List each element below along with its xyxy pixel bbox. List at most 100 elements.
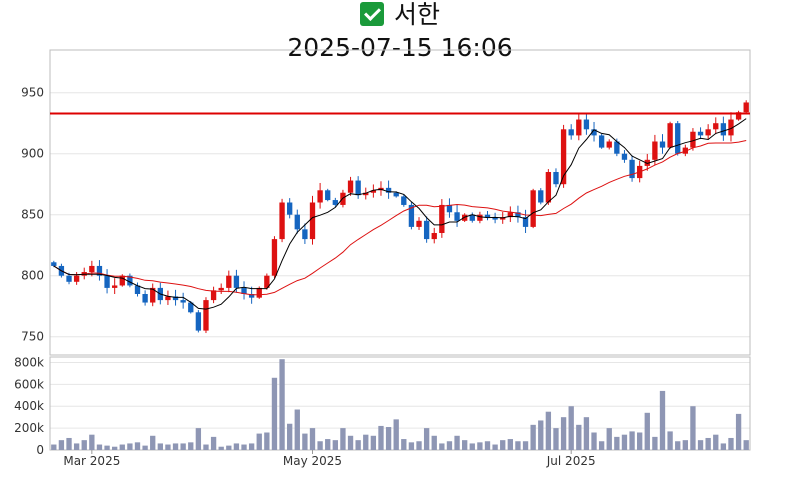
candle (568, 124, 574, 140)
candle-body (697, 131, 704, 136)
candle-body (370, 190, 377, 193)
candle (96, 260, 103, 281)
candle-body (393, 192, 399, 197)
candle (188, 301, 194, 314)
candle-body (515, 212, 521, 218)
candle-body (279, 202, 285, 240)
candle-body (583, 119, 590, 130)
price-tick-label: 950 (21, 86, 44, 100)
volume-bar (165, 444, 171, 450)
candle-body (142, 294, 148, 303)
stock-name: 서한 (393, 0, 440, 29)
candle (545, 169, 552, 205)
volume-bar (462, 440, 468, 450)
candle-body (614, 141, 620, 154)
volume-bar (423, 428, 430, 450)
volume-bar (713, 434, 719, 450)
candle-body (233, 275, 240, 288)
volume-bar (530, 424, 536, 450)
volume-bar (370, 435, 377, 450)
volume-bar (51, 444, 57, 450)
volume-bar (644, 412, 650, 450)
candle (507, 206, 513, 223)
volume-bar (332, 440, 338, 450)
candle-body (446, 204, 453, 213)
chart-title-stock-name: 서한 (0, 0, 800, 30)
volume-bar (119, 444, 125, 450)
volume-bar (81, 440, 87, 450)
volume-bar (705, 437, 711, 450)
volume-bar (180, 443, 186, 450)
candle-body (317, 190, 323, 203)
candle (309, 195, 316, 245)
chart-title-datetime: 2025-07-15 16:06 (287, 33, 513, 62)
candle (104, 269, 110, 294)
candle-body (188, 302, 194, 313)
candle (233, 269, 240, 293)
volume-bar (416, 441, 422, 450)
candle (652, 134, 658, 166)
candle-body (659, 141, 666, 148)
candle-body (606, 141, 612, 148)
volume-tick-label: 800k (14, 355, 44, 369)
x-axis: Mar 2025 May 2025 Jul 2025 (63, 450, 596, 468)
candle (287, 198, 293, 219)
candle-body (682, 147, 688, 154)
candle-body (530, 190, 536, 227)
candle (271, 236, 278, 279)
candle (659, 134, 666, 154)
candle (264, 273, 270, 290)
candle-body (203, 300, 209, 331)
candle-body (302, 229, 308, 240)
candle (355, 176, 361, 199)
candle-body (667, 123, 673, 148)
volume-bar (500, 440, 506, 450)
candle-body (195, 312, 202, 331)
volume-bar (667, 431, 673, 450)
candle (279, 198, 285, 243)
candle (332, 197, 338, 207)
price-tick-label: 900 (21, 147, 44, 161)
volume-bar (522, 441, 529, 450)
volume-bar (545, 411, 552, 450)
candle-body (454, 212, 460, 221)
candle (446, 198, 453, 218)
candle (675, 121, 681, 156)
candle-body (416, 220, 422, 227)
candle (469, 212, 475, 223)
candle (112, 278, 118, 294)
candle-body (431, 233, 437, 240)
candle-body (538, 190, 544, 203)
candle (210, 286, 217, 304)
candle (317, 182, 323, 209)
candle-body (226, 275, 232, 288)
candle-body (522, 217, 529, 227)
volume-bar (735, 413, 742, 450)
candle-body (73, 275, 80, 282)
volume-bar (743, 440, 749, 450)
volume-bar (629, 431, 635, 450)
candle (477, 211, 483, 224)
candle-body (553, 172, 559, 185)
candle (576, 113, 582, 141)
candle (325, 188, 331, 202)
candle-body (355, 180, 361, 196)
candle (591, 121, 597, 142)
candle (621, 150, 628, 163)
candle-body (743, 102, 749, 113)
volume-bar (477, 442, 483, 450)
candle (728, 112, 734, 142)
candle (127, 273, 133, 288)
volume-bar (576, 424, 582, 450)
candle-body (119, 275, 125, 286)
candle (735, 110, 742, 121)
candle-body (629, 159, 635, 179)
candle (644, 153, 650, 171)
candle (401, 194, 407, 207)
volume-bar (393, 419, 399, 450)
candle-body (644, 159, 650, 166)
candle-body (134, 285, 141, 294)
candle (248, 286, 255, 304)
volume-bar (226, 445, 232, 450)
candle-body (66, 275, 72, 282)
